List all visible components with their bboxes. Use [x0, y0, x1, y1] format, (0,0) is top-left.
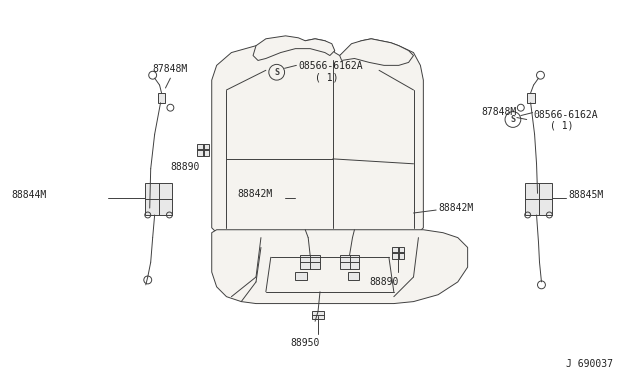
Bar: [300, 255, 320, 269]
Polygon shape: [212, 39, 423, 233]
Bar: [296, 272, 307, 280]
Text: 88844M: 88844M: [11, 190, 46, 200]
Bar: [157, 93, 166, 103]
Text: S: S: [274, 68, 279, 77]
Bar: [348, 272, 360, 280]
Bar: [312, 311, 324, 319]
Text: 88890: 88890: [170, 162, 200, 172]
Text: J 690037: J 690037: [566, 359, 613, 369]
Bar: [340, 255, 360, 269]
Text: 87848M: 87848M: [482, 106, 517, 116]
Bar: [527, 93, 534, 103]
Text: S: S: [511, 115, 515, 124]
Bar: [525, 183, 552, 215]
Text: 88845M: 88845M: [568, 190, 604, 200]
Text: 08566-6162A: 08566-6162A: [534, 110, 598, 120]
Text: 87848M: 87848M: [153, 64, 188, 74]
Text: 88890: 88890: [369, 277, 399, 287]
Bar: [197, 144, 209, 156]
Bar: [145, 183, 172, 215]
Text: ( 1): ( 1): [550, 121, 574, 131]
Text: 08566-6162A: 08566-6162A: [298, 61, 363, 71]
Text: 88950: 88950: [291, 338, 320, 348]
Text: ( 1): ( 1): [315, 72, 339, 82]
Polygon shape: [253, 36, 335, 60]
Text: 88842M: 88842M: [237, 189, 273, 199]
Bar: [392, 247, 404, 259]
Polygon shape: [212, 230, 468, 304]
Polygon shape: [340, 39, 413, 65]
Text: 88842M: 88842M: [438, 203, 474, 213]
